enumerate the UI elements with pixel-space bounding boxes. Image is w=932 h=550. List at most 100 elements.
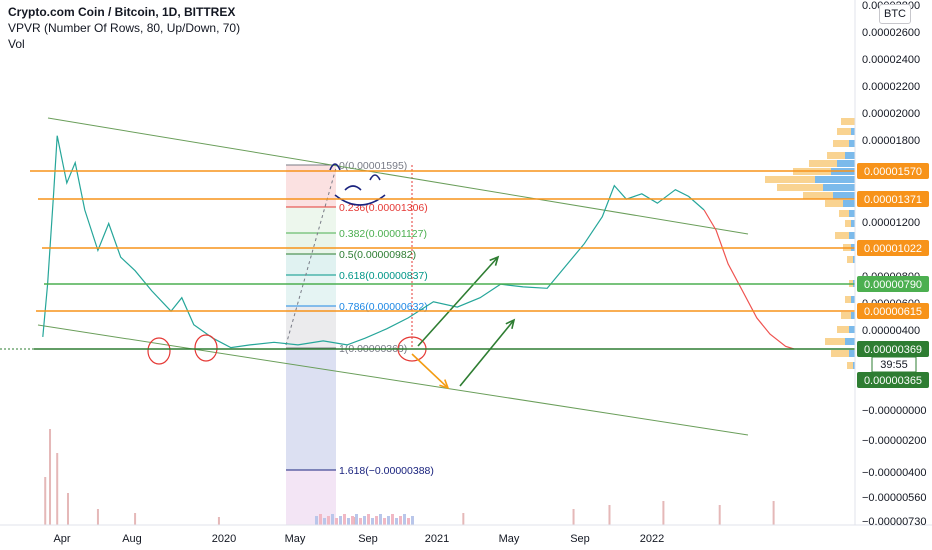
vpvr-bar-up: [831, 350, 849, 357]
vpvr-bar-up: [845, 296, 851, 303]
price-levels: [0, 170, 855, 350]
vpvr-bar-up: [777, 184, 823, 191]
y-tick-label: 0.00001800: [862, 135, 920, 147]
vpvr-bar-down: [849, 326, 855, 333]
fib-level-label: 0.382(0.00001127): [339, 228, 427, 240]
vpvr-bar-up: [841, 312, 851, 319]
countdown-label: 39:55: [880, 359, 908, 371]
vpvr-bar-down: [849, 232, 855, 239]
price-level-badge: [857, 341, 929, 357]
currency-button[interactable]: BTC: [879, 4, 911, 24]
countdown-badge: [871, 356, 917, 373]
volume-bar: [379, 514, 382, 525]
volume-bar: [319, 514, 322, 525]
volume-bar: [134, 513, 137, 525]
volume-bar: [772, 501, 775, 525]
y-tick-label: 0.00002400: [862, 54, 920, 66]
y-tick-label: −0.00000730: [862, 516, 927, 528]
volume-bar: [383, 518, 386, 525]
price-level-badge-label: 0.00001371: [864, 194, 922, 206]
y-tick-label: 0.00002200: [862, 81, 920, 93]
vpvr-bar-down: [845, 152, 855, 159]
y-tick-label: −0.00000200: [862, 435, 927, 447]
vpvr-bar-down: [823, 184, 855, 191]
vpvr-bar-up: [809, 160, 837, 167]
trend-channel: [37, 117, 749, 436]
volume-bar: [395, 518, 398, 525]
volume-bar: [339, 516, 342, 525]
vpvr-bar-up: [835, 232, 849, 239]
head-and-shoulders-sketch: [329, 163, 386, 206]
vpvr-bar-down: [849, 140, 855, 147]
x-tick-label: Aug: [122, 533, 142, 545]
vpvr-bar-down: [853, 362, 855, 369]
volume-bar: [327, 516, 330, 525]
volume-bar: [335, 518, 338, 525]
volume-bar: [387, 516, 390, 525]
fib-zone: [286, 470, 336, 525]
fib-zone: [286, 207, 336, 233]
fib-level-label: 0.5(0.00000982): [339, 249, 416, 261]
y-tick-label: −0.00000000: [862, 405, 927, 417]
vpvr-bar-down: [849, 350, 855, 357]
vpvr-bar-up: [839, 210, 849, 217]
chart-legend: Crypto.com Coin / Bitcoin, 1D, BITTREX V…: [8, 4, 240, 52]
vpvr-indicator-label[interactable]: VPVR (Number Of Rows, 80, Up/Down, 70): [8, 21, 241, 35]
price-level-badge-label: 0.00001022: [864, 243, 922, 255]
x-tick-label: 2021: [425, 533, 449, 545]
vpvr-volume-profile: [765, 118, 855, 369]
volume-bar: [662, 501, 665, 525]
support-circle: [194, 334, 218, 362]
volume-bars: [44, 429, 775, 525]
x-tick-label: May: [285, 533, 306, 545]
arrow: [411, 353, 449, 389]
volume-bar: [323, 518, 326, 525]
volume-bar: [66, 493, 69, 525]
volume-bar: [96, 509, 99, 525]
volume-bar: [718, 505, 721, 525]
volume-indicator-label[interactable]: Vol: [8, 37, 25, 51]
price-level-badge: [857, 276, 929, 292]
volume-bar: [331, 514, 334, 525]
x-tick-label: 2022: [640, 533, 664, 545]
vpvr-bar-down: [843, 200, 855, 207]
vpvr-bar-down: [851, 296, 855, 303]
volume-bar: [411, 516, 414, 525]
price-level-badge-label: 0.00000365: [864, 375, 922, 387]
volume-bar: [353, 517, 356, 525]
price-level-badge-label: 0.00000790: [864, 279, 922, 291]
vpvr-bar-down: [849, 210, 855, 217]
fib-level-label: 1.618(−0.00000388): [339, 465, 434, 477]
fib-zone: [286, 165, 336, 207]
y-tick-label: 0.00001200: [862, 217, 920, 229]
vpvr-bar-up: [825, 338, 845, 345]
y-tick-label: 0.00002600: [862, 27, 920, 39]
volume-bar: [367, 514, 370, 525]
volume-bar: [351, 516, 354, 525]
support-circle: [147, 337, 171, 365]
vpvr-bar-up: [847, 362, 853, 369]
volume-bar: [462, 513, 465, 525]
volume-bar: [375, 516, 378, 525]
fibonacci-retracement: 0(0.00001595)0.236(0.00001306)0.382(0.00…: [285, 160, 434, 525]
fib-zone: [286, 275, 336, 306]
symbol-title[interactable]: Crypto.com Coin / Bitcoin, 1D, BITTREX: [8, 5, 236, 19]
volume-bar: [359, 518, 362, 525]
vpvr-bar-up: [837, 128, 851, 135]
volume-bar: [371, 518, 374, 525]
vpvr-bar-down: [851, 128, 855, 135]
volume-bar: [399, 516, 402, 525]
vpvr-bar-up: [847, 256, 853, 263]
price-line-up: [42, 135, 705, 349]
y-tick-label: 0.00000400: [862, 325, 920, 337]
price-level-badge: [857, 191, 929, 207]
vpvr-bar-up: [803, 192, 833, 199]
vpvr-bar-up: [841, 118, 855, 125]
volume-bar: [49, 429, 52, 525]
arrow-head: [505, 318, 516, 329]
channel-upper-line: [47, 117, 749, 235]
fib-zone: [286, 254, 336, 275]
y-tick-label: −0.00000560: [862, 492, 927, 504]
